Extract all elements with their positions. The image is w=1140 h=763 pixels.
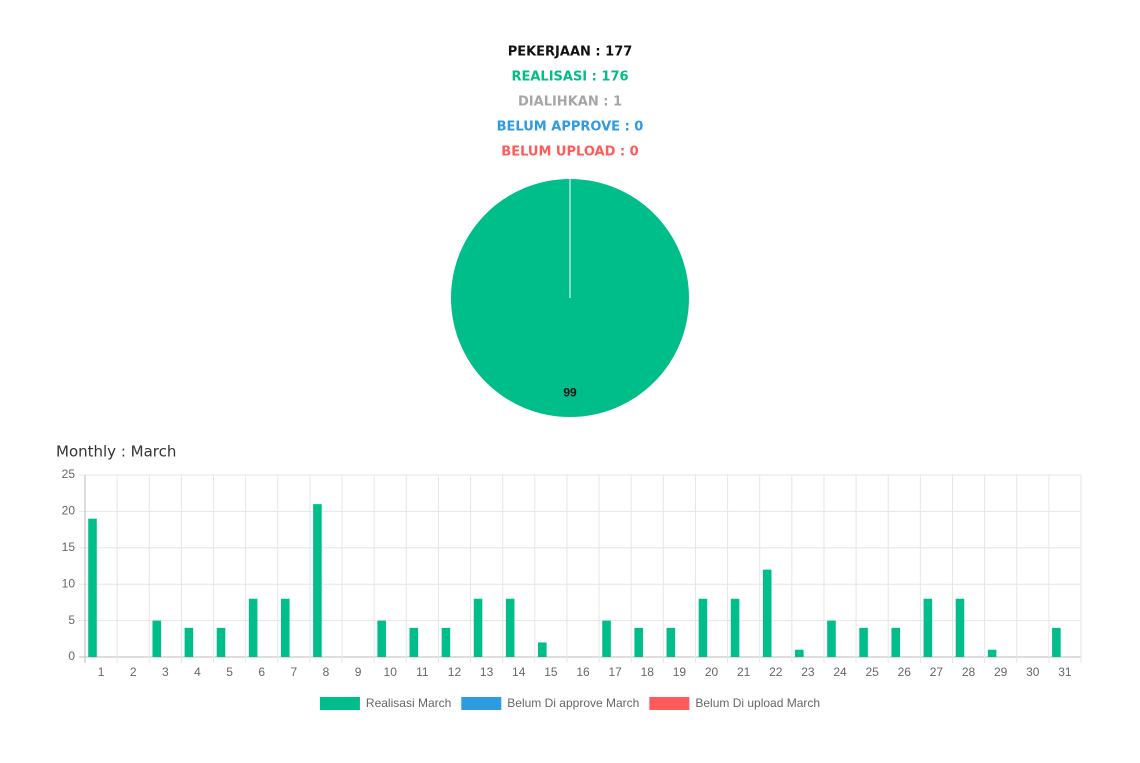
x-tick-label: 29 [994, 665, 1008, 679]
legend-swatch [461, 697, 502, 710]
bar [88, 518, 97, 657]
x-tick-label: 30 [1026, 665, 1040, 679]
bar [634, 627, 643, 657]
summary-line: BELUM UPLOAD : 0 [501, 145, 638, 160]
x-tick-label: 24 [833, 665, 847, 679]
summary-line: PEKERJAAN : 177 [508, 45, 633, 60]
bar [762, 569, 772, 657]
bar [441, 627, 451, 657]
bar [827, 620, 836, 657]
pie-label: 99 [563, 385, 577, 399]
x-tick-label: 19 [673, 665, 687, 679]
bar [248, 598, 258, 657]
bar [1052, 627, 1061, 657]
y-tick-label: 10 [62, 576, 76, 590]
bar [409, 627, 419, 657]
x-tick-label: 22 [769, 665, 783, 679]
x-tick-label: 1 [98, 665, 105, 679]
bar [955, 598, 965, 657]
legend-label: Belum Di approve March [507, 696, 639, 710]
x-tick-label: 2 [130, 665, 137, 679]
bar [505, 598, 515, 657]
x-tick-label: 20 [705, 665, 719, 679]
bar [923, 598, 933, 657]
bar [538, 642, 547, 657]
x-tick-label: 12 [448, 665, 462, 679]
x-tick-label: 25 [865, 665, 879, 679]
legend-swatch [319, 697, 360, 710]
bar [313, 504, 322, 657]
x-tick-label: 11 [416, 665, 429, 679]
bar [152, 620, 162, 657]
x-tick-label: 5 [226, 665, 233, 679]
bar [280, 598, 290, 657]
x-tick-label: 26 [898, 665, 912, 679]
x-tick-label: 15 [544, 665, 558, 679]
x-tick-label: 4 [194, 665, 201, 679]
bar [473, 598, 483, 657]
bar [184, 627, 194, 657]
bar [795, 649, 804, 657]
legend-label: Belum Di upload March [695, 696, 820, 710]
x-tick-label: 8 [323, 665, 330, 679]
y-tick-label: 20 [62, 504, 76, 518]
x-tick-label: 17 [608, 665, 622, 679]
bar [987, 649, 997, 657]
bar [666, 627, 676, 657]
x-tick-label: 31 [1058, 665, 1072, 679]
x-tick-label: 16 [576, 665, 590, 679]
y-tick-label: 0 [68, 649, 75, 663]
summary-line: REALISASI : 176 [511, 70, 628, 85]
bar [377, 620, 386, 657]
bar [730, 598, 740, 657]
bar [216, 627, 226, 657]
bar [602, 620, 611, 657]
x-tick-label: 28 [962, 665, 976, 679]
y-tick-label: 5 [68, 613, 75, 627]
summary-line: DIALIHKAN : 1 [518, 95, 622, 110]
x-tick-label: 14 [512, 665, 526, 679]
summary-line: BELUM APPROVE : 0 [497, 120, 644, 135]
y-tick-label: 25 [62, 467, 76, 481]
x-tick-label: 3 [162, 665, 169, 679]
legend-label: Realisasi March [366, 696, 451, 710]
y-tick-label: 15 [62, 540, 76, 554]
x-tick-label: 18 [641, 665, 655, 679]
x-tick-label: 7 [290, 665, 297, 679]
bar [859, 627, 868, 657]
x-tick-label: 9 [355, 665, 362, 679]
chart-title: Monthly : March [56, 443, 176, 461]
legend-swatch [649, 697, 690, 710]
x-tick-label: 23 [801, 665, 815, 679]
x-tick-label: 10 [384, 665, 398, 679]
x-tick-label: 21 [737, 665, 751, 679]
x-tick-label: 13 [480, 665, 494, 679]
x-tick-label: 27 [930, 665, 944, 679]
bar [891, 627, 901, 657]
x-tick-label: 6 [258, 665, 265, 679]
bar [698, 598, 708, 657]
